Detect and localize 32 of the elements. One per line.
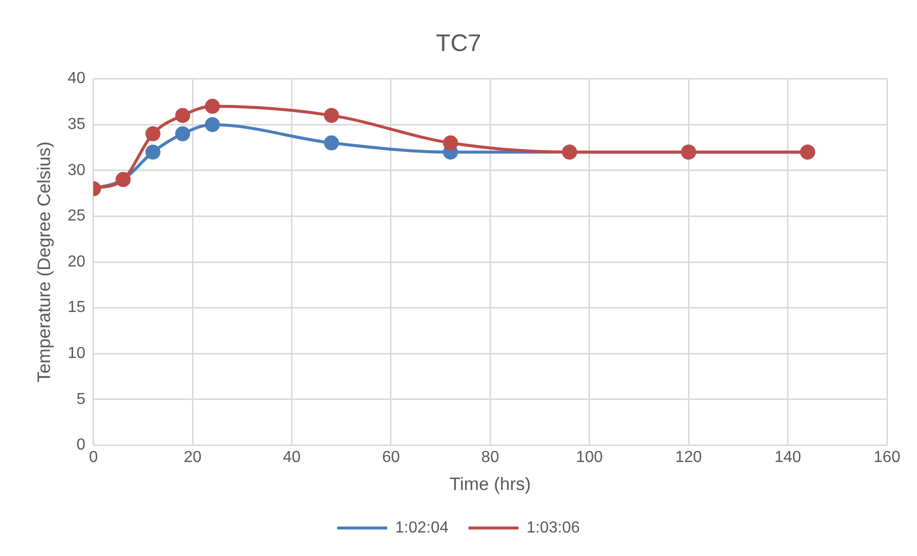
y-tick-label: 30: [68, 162, 86, 179]
point: [324, 108, 339, 123]
x-axis-title: Time (hrs): [450, 474, 531, 494]
x-tick-label: 160: [874, 449, 900, 466]
legend-label: 1:02:04: [395, 519, 449, 536]
point: [204, 117, 220, 132]
y-tick-label: 40: [68, 70, 86, 88]
y-tick-label: 10: [68, 345, 86, 362]
x-tick-label: 100: [576, 449, 603, 466]
chart-title: TC7: [436, 30, 482, 58]
y-axis-title: Temperature (Degree Celsius): [34, 141, 54, 383]
legend-label: 1:03:06: [526, 519, 580, 536]
point: [443, 135, 458, 150]
point: [145, 126, 160, 142]
point: [175, 108, 190, 123]
x-tick-label: 140: [774, 449, 802, 466]
x-tick-label: 80: [481, 449, 500, 466]
y-tick-label: 15: [68, 299, 86, 316]
point: [175, 126, 190, 142]
x-tick-label: 20: [184, 449, 202, 466]
point: [324, 135, 339, 150]
y-tick-label: 25: [68, 208, 86, 225]
y-tick-label: 20: [68, 253, 86, 270]
y-tick-label: 0: [76, 436, 86, 454]
y-tick-label: 5: [76, 390, 86, 408]
x-tick-label: 120: [675, 449, 702, 466]
point: [204, 98, 220, 114]
y-tick-label: 35: [68, 116, 86, 134]
point: [145, 144, 160, 160]
x-tick-label: 60: [382, 449, 400, 466]
x-tick-label: 0: [88, 449, 98, 466]
x-tick-label: 40: [282, 449, 301, 466]
